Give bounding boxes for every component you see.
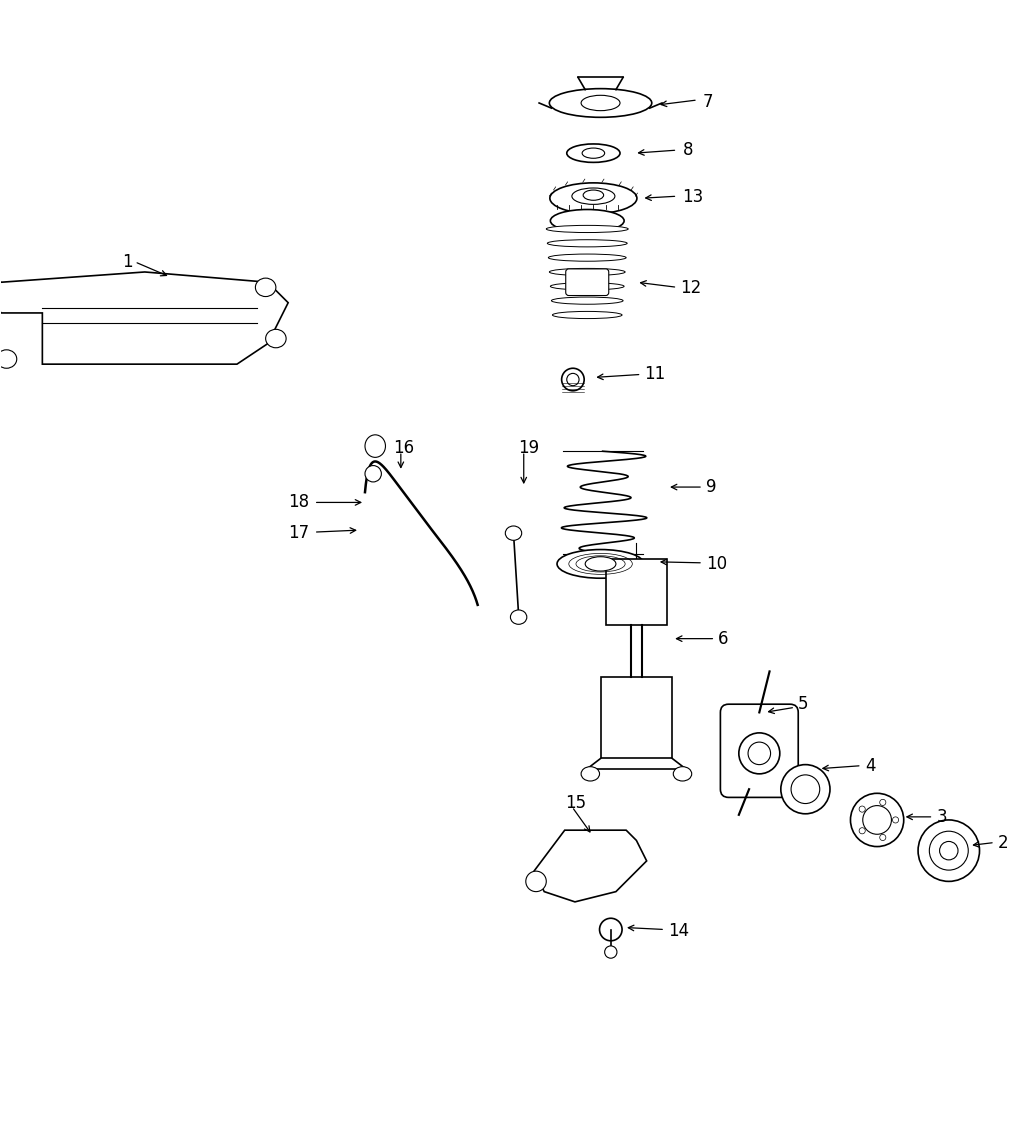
Text: 10: 10: [706, 555, 727, 572]
Ellipse shape: [256, 278, 276, 297]
Ellipse shape: [548, 254, 626, 262]
Text: 15: 15: [565, 793, 585, 811]
Text: 9: 9: [706, 478, 717, 496]
Ellipse shape: [860, 806, 866, 813]
Ellipse shape: [510, 610, 527, 625]
Ellipse shape: [572, 188, 615, 205]
Ellipse shape: [738, 733, 779, 774]
Text: 2: 2: [998, 834, 1009, 852]
Text: 1: 1: [122, 253, 132, 271]
Text: 17: 17: [289, 525, 309, 542]
Polygon shape: [0, 266, 289, 364]
Ellipse shape: [940, 841, 958, 860]
Ellipse shape: [549, 183, 637, 214]
Ellipse shape: [557, 550, 644, 578]
Ellipse shape: [674, 767, 692, 781]
Ellipse shape: [365, 465, 381, 481]
Text: 16: 16: [392, 439, 414, 457]
Ellipse shape: [549, 269, 625, 275]
Ellipse shape: [585, 556, 616, 571]
Ellipse shape: [546, 225, 629, 232]
Text: 8: 8: [683, 141, 693, 159]
Ellipse shape: [581, 96, 620, 110]
Ellipse shape: [562, 369, 584, 390]
Ellipse shape: [918, 820, 980, 882]
Ellipse shape: [567, 373, 579, 386]
Text: 18: 18: [289, 494, 309, 511]
Ellipse shape: [600, 918, 622, 941]
Text: 3: 3: [937, 808, 947, 826]
Ellipse shape: [583, 190, 604, 200]
Ellipse shape: [929, 831, 968, 871]
Ellipse shape: [605, 946, 617, 958]
Text: 11: 11: [645, 365, 665, 384]
Ellipse shape: [567, 143, 620, 163]
Ellipse shape: [880, 834, 886, 841]
Ellipse shape: [550, 209, 624, 232]
Ellipse shape: [549, 89, 652, 117]
Ellipse shape: [553, 312, 622, 319]
Text: 6: 6: [718, 629, 729, 648]
Text: 7: 7: [702, 93, 714, 110]
Ellipse shape: [526, 872, 546, 892]
Ellipse shape: [850, 793, 904, 847]
Ellipse shape: [550, 282, 624, 290]
Polygon shape: [534, 831, 647, 902]
Text: 14: 14: [669, 922, 689, 940]
Bar: [601, 677, 673, 759]
Ellipse shape: [791, 775, 820, 803]
FancyBboxPatch shape: [566, 269, 609, 296]
Ellipse shape: [547, 240, 627, 247]
Ellipse shape: [582, 148, 605, 158]
Text: 5: 5: [798, 695, 808, 714]
Ellipse shape: [748, 742, 770, 765]
Bar: [606, 559, 668, 626]
Ellipse shape: [365, 435, 385, 457]
Ellipse shape: [892, 817, 899, 823]
Ellipse shape: [0, 349, 16, 369]
Text: 13: 13: [683, 188, 703, 206]
Ellipse shape: [781, 765, 830, 814]
Ellipse shape: [880, 799, 886, 806]
Text: 19: 19: [519, 439, 540, 457]
Ellipse shape: [551, 297, 623, 304]
FancyBboxPatch shape: [720, 704, 798, 798]
Text: 4: 4: [865, 757, 875, 775]
Ellipse shape: [266, 329, 287, 348]
Ellipse shape: [860, 827, 866, 834]
Text: 12: 12: [681, 279, 701, 297]
Ellipse shape: [581, 767, 600, 781]
Ellipse shape: [863, 806, 891, 834]
Ellipse shape: [505, 526, 522, 541]
